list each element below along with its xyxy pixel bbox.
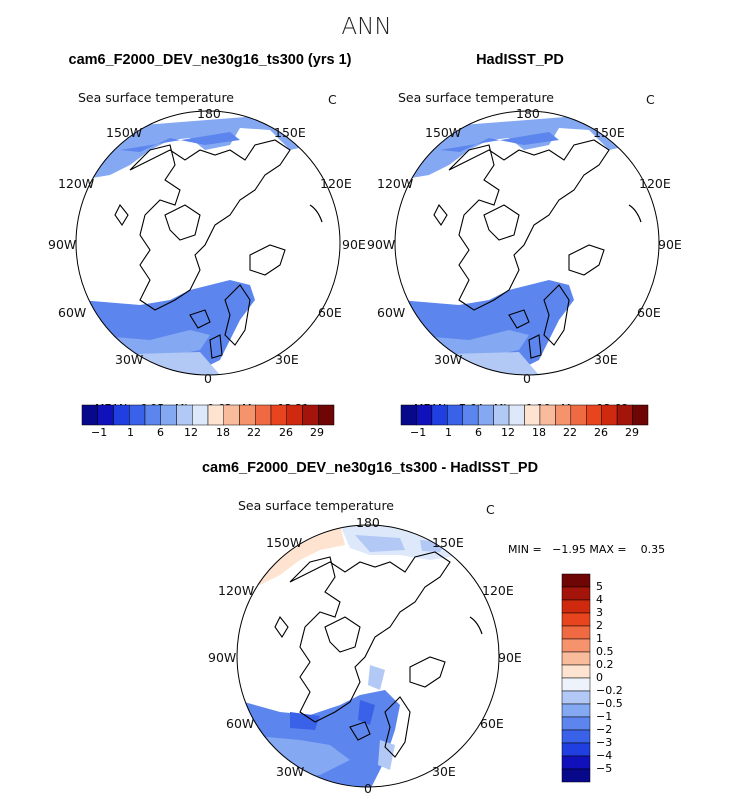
colorbar-level-label: −0.5 [596,697,623,710]
colorbar-level-label: −2 [596,723,613,736]
colorbar-swatch [561,690,591,705]
colorbar-swatch [561,677,591,692]
lon-label-90w: 90W [48,237,77,252]
lon-label-120e-obs: 120E [639,176,671,191]
colorbar-swatch [561,651,591,666]
colorbar-swatch [561,755,591,770]
colorbar-swatch [561,599,591,614]
lon-label-0-diff: 0 [364,781,372,796]
panel-title-model: cam6_F2000_DEV_ne30g16_ts300 (yrs 1) [68,52,352,68]
colorbar-swatch [561,638,591,653]
lon-label-180-diff: 180 [356,515,380,530]
lon-label-90e: 90E [342,237,366,252]
units-label-obs: C [646,92,655,107]
lon-label-120e: 120E [320,176,352,191]
colorbar-level-label: 0.2 [596,658,614,671]
colorbar-level-label: 4 [596,593,603,606]
colorbar-swatch [561,742,591,757]
colorbar-diff [561,573,591,783]
colorbar-level-label: 1 [596,632,603,645]
lon-label-90w-diff: 90W [208,650,237,665]
lon-label-0: 0 [204,371,212,386]
variable-label-diff: Sea surface temperature [238,498,394,513]
colorbar-diff-ticks: 5 4 3 2 1 0.5 0.2 0 −0.2 −0.5 −1 −2 −3 −4 −5 [596,574,636,782]
colorbar-level-label: 2 [596,619,603,632]
lon-label-90w-obs: 90W [367,237,396,252]
lon-label-180-obs: 180 [516,106,540,121]
colorbar-ticks-obs: −1 1 6 12 18 22 26 29 [410,426,639,439]
minmax-diff: MIN = −1.95 MAX = 0.35 [508,543,666,556]
colorbar-swatch [561,625,591,640]
colorbar-swatch [561,573,591,588]
colorbar-level-label: −5 [596,762,613,775]
units-label-diff: C [486,502,495,517]
lon-label-150e-obs: 150E [593,125,625,140]
lon-label-90e-diff: 90E [498,650,522,665]
lon-label-60e-obs: 60E [637,305,661,320]
lon-label-150w: 150W [106,125,143,140]
lon-label-120w-obs: 120W [377,176,414,191]
lon-label-30e-diff: 30E [432,764,456,779]
variable-label-model: Sea surface temperature [78,90,234,105]
lon-label-180: 180 [197,106,221,121]
colorbar-ticks-model: −1 1 6 12 18 22 26 29 [91,426,324,439]
lon-label-150e-diff: 150E [432,535,464,550]
variable-label-obs: Sea surface temperature [398,90,554,105]
lon-label-60w-diff: 60W [226,716,255,731]
lon-label-120e-diff: 120E [482,583,514,598]
lon-label-30w: 30W [115,352,144,367]
lon-label-0-obs: 0 [523,371,531,386]
colorbar-model [81,404,335,426]
colorbar-swatch [561,586,591,601]
colorbar-level-label: 3 [596,606,603,619]
panel-title-obs: HadISST_PD [476,52,564,68]
colorbar-level-label: −0.2 [596,684,623,697]
colorbar-swatch [561,703,591,718]
lon-label-30e: 30E [275,352,299,367]
colorbar-swatch [561,716,591,731]
colorbar-level-label: −4 [596,749,613,762]
lon-label-150w-obs: 150W [425,125,462,140]
units-label-model: C [328,92,337,107]
colorbar-swatch [561,612,591,627]
colorbar-level-label: 5 [596,580,603,593]
figure-title: ANN [341,14,392,40]
panel-title-diff: cam6_F2000_DEV_ne30g16_ts300 - HadISST_P… [201,460,539,476]
colorbar-swatch [561,664,591,679]
colorbar-level-label: 0.5 [596,645,614,658]
lon-label-90e-obs: 90E [658,237,682,252]
colorbar-level-label: 0 [596,671,603,684]
colorbar-obs [400,404,649,426]
lon-label-120w: 120W [58,176,95,191]
lon-label-30w-diff: 30W [276,764,305,779]
lon-label-60w-obs: 60W [377,305,406,320]
lon-label-60w: 60W [58,305,87,320]
lon-label-60e-diff: 60E [480,716,504,731]
colorbar-swatch [561,768,591,783]
colorbar-swatch [318,404,335,426]
colorbar-swatch [561,729,591,744]
lon-label-60e: 60E [318,305,342,320]
colorbar-level-label: −3 [596,736,613,749]
lon-label-30w-obs: 30W [434,352,463,367]
colorbar-swatch [632,404,649,426]
lon-label-150e: 150E [274,125,306,140]
lon-label-30e-obs: 30E [594,352,618,367]
colorbar-level-label: −1 [596,710,613,723]
lon-label-120w-diff: 120W [218,583,255,598]
lon-label-150w-diff: 150W [266,535,303,550]
